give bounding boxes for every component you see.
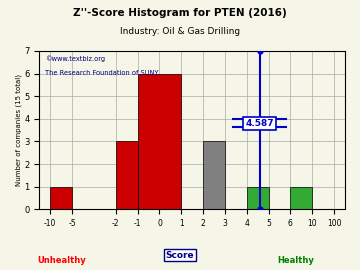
Text: ©www.textbiz.org: ©www.textbiz.org [45, 56, 105, 62]
Bar [203, 141, 225, 209]
Text: Score: Score [166, 251, 194, 260]
Y-axis label: Number of companies (15 total): Number of companies (15 total) [15, 74, 22, 186]
Bar [50, 187, 72, 209]
Bar [291, 187, 312, 209]
Text: The Research Foundation of SUNY: The Research Foundation of SUNY [45, 70, 159, 76]
Text: 4.587: 4.587 [245, 119, 274, 128]
Bar [138, 73, 181, 209]
Text: Healthy: Healthy [277, 256, 314, 265]
Text: Unhealthy: Unhealthy [37, 256, 86, 265]
Text: Z''-Score Histogram for PTEN (2016): Z''-Score Histogram for PTEN (2016) [73, 8, 287, 18]
Bar [247, 187, 269, 209]
Text: Industry: Oil & Gas Drilling: Industry: Oil & Gas Drilling [120, 27, 240, 36]
Bar [116, 141, 138, 209]
